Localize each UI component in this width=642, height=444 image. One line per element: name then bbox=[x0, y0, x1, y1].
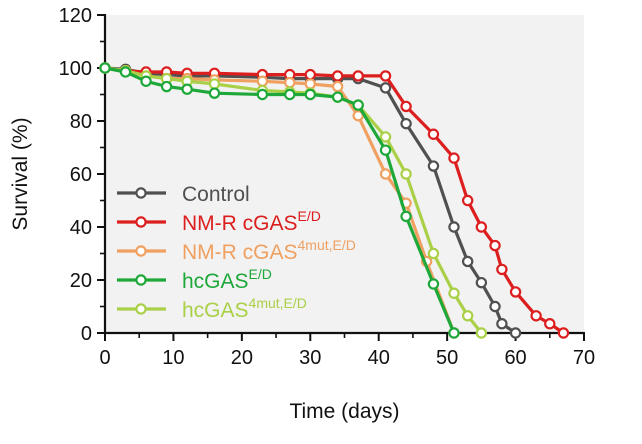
data-point bbox=[119, 66, 132, 78]
data-point bbox=[379, 70, 392, 82]
legend-marker bbox=[135, 274, 147, 286]
data-point bbox=[489, 239, 501, 252]
data-point bbox=[331, 70, 344, 82]
data-point bbox=[181, 83, 193, 95]
x-axis-title: Time (days) bbox=[289, 400, 399, 423]
y-tick-label: 0 bbox=[81, 323, 92, 345]
legend-marker bbox=[135, 187, 147, 199]
legend-label: hcGAS4mut,E/D bbox=[182, 295, 307, 322]
data-point bbox=[99, 62, 111, 74]
data-point bbox=[475, 276, 488, 289]
data-point bbox=[304, 78, 316, 90]
x-tick-label: 0 bbox=[99, 347, 110, 369]
data-point bbox=[256, 75, 269, 87]
data-point bbox=[400, 210, 412, 223]
data-point bbox=[448, 287, 460, 299]
data-point bbox=[284, 76, 296, 89]
x-tick-label: 10 bbox=[162, 347, 184, 369]
data-point bbox=[530, 310, 542, 322]
data-point bbox=[489, 300, 501, 313]
y-tick-label: 80 bbox=[70, 111, 92, 133]
legend-marker bbox=[135, 303, 147, 315]
data-point bbox=[475, 327, 488, 339]
data-point bbox=[461, 255, 474, 268]
data-point bbox=[400, 100, 412, 113]
legend-entry: hcGASE/D bbox=[117, 266, 272, 293]
data-point bbox=[304, 88, 316, 101]
data-point bbox=[284, 88, 296, 101]
data-point bbox=[352, 99, 364, 111]
y-tick-label: 60 bbox=[70, 164, 92, 186]
data-point bbox=[475, 221, 488, 233]
data-point bbox=[448, 221, 460, 233]
data-point bbox=[379, 144, 392, 156]
data-point bbox=[461, 194, 474, 207]
data-point bbox=[379, 131, 392, 143]
legend-entry: NM-R cGASE/D bbox=[117, 208, 321, 235]
data-point bbox=[509, 286, 522, 298]
data-point bbox=[448, 327, 460, 339]
data-point bbox=[208, 87, 221, 99]
legend-marker bbox=[135, 245, 147, 257]
data-point bbox=[427, 247, 440, 260]
data-point bbox=[400, 117, 412, 130]
series-3 bbox=[99, 62, 460, 339]
series-layer bbox=[99, 62, 570, 339]
y-tick-label: 20 bbox=[70, 270, 92, 292]
data-point bbox=[256, 88, 269, 101]
legend-entry: Control bbox=[117, 183, 250, 206]
legend-entry: hcGAS4mut,E/D bbox=[117, 295, 307, 322]
legend-entry: NM-R cGAS4mut,E/D bbox=[117, 237, 356, 264]
x-tick-label: 60 bbox=[504, 347, 526, 369]
x-tick-label: 50 bbox=[436, 347, 458, 369]
data-point bbox=[496, 263, 508, 276]
data-point bbox=[379, 82, 392, 94]
data-point bbox=[160, 80, 173, 93]
data-point bbox=[427, 278, 440, 290]
legend-label: Control bbox=[182, 183, 250, 206]
data-point bbox=[379, 168, 392, 180]
y-axis-title: Survival (%) bbox=[9, 117, 32, 230]
y-tick-label: 40 bbox=[70, 217, 92, 239]
x-tick-label: 20 bbox=[231, 347, 253, 369]
data-point bbox=[331, 91, 344, 103]
data-point bbox=[304, 68, 316, 81]
plot-background bbox=[105, 15, 584, 333]
legend-label: hcGASE/D bbox=[182, 266, 272, 293]
x-tick-label: 30 bbox=[299, 347, 321, 369]
data-point bbox=[509, 327, 522, 339]
data-point bbox=[331, 80, 344, 93]
data-point bbox=[557, 327, 570, 339]
data-point bbox=[400, 168, 412, 180]
data-point bbox=[208, 78, 221, 90]
x-tick-label: 40 bbox=[368, 347, 390, 369]
data-point bbox=[427, 128, 440, 140]
x-tick-label: 70 bbox=[573, 347, 595, 369]
data-point bbox=[461, 310, 474, 322]
legend-label: NM-R cGASE/D bbox=[182, 208, 321, 235]
data-point bbox=[427, 160, 440, 172]
y-tick-label: 120 bbox=[59, 5, 92, 27]
legend-label: NM-R cGAS4mut,E/D bbox=[182, 237, 356, 264]
data-point bbox=[496, 318, 508, 330]
data-point bbox=[352, 70, 364, 82]
y-tick-label: 100 bbox=[59, 58, 92, 80]
data-point bbox=[544, 318, 556, 330]
legend-marker bbox=[135, 216, 147, 228]
data-point bbox=[140, 75, 152, 87]
data-point bbox=[448, 152, 460, 164]
